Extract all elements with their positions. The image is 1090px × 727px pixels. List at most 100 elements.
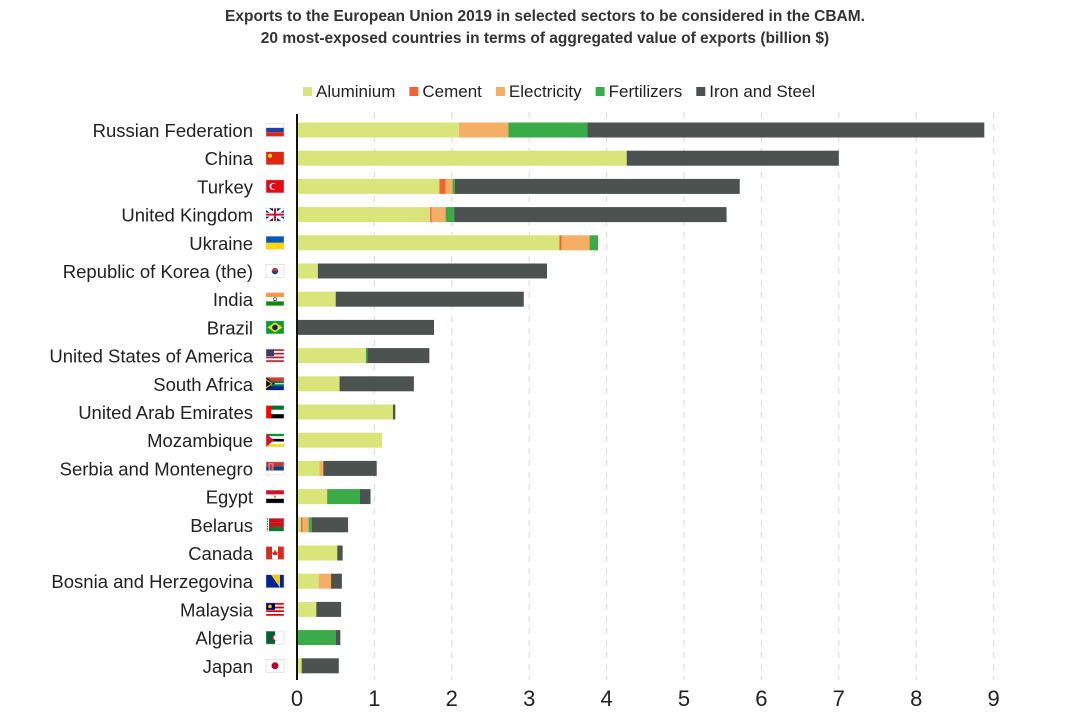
flag-south-korea-icon	[265, 264, 285, 278]
x-tick-label: 0	[291, 686, 303, 711]
bar-segment-iron-and-steel	[359, 489, 371, 505]
flag-border	[265, 236, 285, 250]
bar-segment-fertilizers	[365, 348, 368, 364]
bar-segment-cement	[300, 517, 303, 533]
legend-label: Cement	[422, 82, 482, 101]
bar-segment-aluminium	[297, 235, 560, 251]
flag-stripe	[266, 466, 284, 471]
flag-border	[265, 264, 285, 278]
bar-segment-electricity	[445, 178, 453, 194]
flag-stripe	[266, 610, 284, 613]
legend-label: Iron and Steel	[709, 82, 815, 101]
flag-canada-icon	[265, 546, 285, 560]
legend-label: Aluminium	[316, 82, 395, 101]
flag-stripe	[266, 546, 272, 560]
chart-subtitle: 20 most-exposed countries in terms of ag…	[260, 30, 830, 47]
country-label: Egypt	[206, 487, 253, 508]
flag-south-africa-icon	[265, 377, 285, 391]
bar-segment-aluminium	[297, 489, 328, 505]
bar-segment-fertilizers	[508, 122, 588, 138]
flag-band	[266, 405, 271, 419]
bar-segment-iron-and-steel	[316, 601, 342, 617]
bar-segment-iron-and-steel	[337, 545, 343, 561]
x-tick-label: 2	[446, 686, 458, 711]
flag-japan-icon	[265, 659, 285, 673]
flag-stripe	[266, 433, 284, 437]
bar-segment-electricity	[319, 460, 324, 476]
legend-swatch-cement	[409, 87, 419, 96]
flag-border	[265, 207, 285, 222]
bar-segment-aluminium	[297, 545, 338, 561]
bar-segment-iron-and-steel	[317, 263, 548, 279]
country-label: United States of America	[49, 346, 253, 367]
bar-segment-iron-and-steel	[454, 178, 740, 194]
country-label: Canada	[188, 543, 254, 564]
legend-swatch-electricity	[495, 87, 505, 96]
bar-segment-aluminium	[297, 150, 627, 166]
bar-segment-iron-and-steel	[367, 348, 430, 364]
x-tick-label: 6	[755, 686, 767, 711]
flag-stripe	[266, 127, 284, 133]
flag-stripe	[266, 356, 284, 359]
x-tick-label: 1	[368, 686, 380, 711]
country-label: China	[205, 148, 254, 169]
x-tick-label: 8	[910, 686, 922, 711]
country-label: Algeria	[195, 628, 253, 649]
bar-segment-iron-and-steel	[454, 207, 727, 223]
flag-border	[265, 546, 285, 560]
flag-serbia-montenegro-icon	[265, 461, 285, 476]
flag-canton	[266, 349, 274, 357]
flag-stripe	[275, 631, 284, 645]
flag-stripe	[266, 631, 275, 645]
bar-segment-electricity	[458, 122, 509, 138]
flag-cross	[266, 208, 284, 222]
country-label: Japan	[203, 656, 253, 677]
flag-stripe	[266, 444, 284, 447]
bar-segment-aluminium	[297, 376, 340, 392]
flag-eagle	[273, 495, 277, 498]
country-label: Serbia and Montenegro	[60, 458, 253, 479]
country-label: Ukraine	[189, 233, 253, 254]
flag-stripe	[266, 123, 284, 128]
flag-stripe	[266, 612, 284, 615]
bar-segment-iron-and-steel	[301, 658, 339, 674]
flag-china-icon	[265, 151, 285, 165]
bar-segment-fertilizers	[445, 207, 455, 223]
flag-uae-icon	[265, 405, 285, 419]
flag-stripe	[266, 292, 284, 298]
flag-crescent	[271, 183, 277, 190]
flag-turkey-icon	[265, 179, 285, 194]
flag-border	[265, 433, 285, 447]
bar-segment-electricity	[302, 517, 309, 533]
flag-border	[265, 151, 285, 165]
x-tick-label: 9	[987, 686, 999, 711]
flag-stripe	[266, 297, 284, 302]
flag-mozambique-icon	[265, 433, 285, 447]
flag-wheel	[273, 297, 277, 302]
legend-swatch-aluminium	[303, 87, 312, 96]
country-label: Russian Federation	[93, 120, 253, 141]
legend-swatch-fertilizers	[595, 87, 605, 96]
flag-border	[265, 461, 285, 476]
country-label: South Africa	[153, 374, 253, 395]
bar-segment-aluminium	[297, 517, 301, 533]
flag-stripe	[266, 414, 284, 419]
bar-segment-iron-and-steel	[335, 291, 524, 307]
bar-segment-cement	[439, 178, 446, 194]
flag-border	[265, 574, 285, 588]
flag-usa-icon	[265, 348, 285, 363]
flag-border	[265, 348, 285, 363]
flag-crescent	[268, 604, 272, 609]
flag-stripe	[266, 354, 284, 357]
flag-star	[268, 153, 272, 158]
country-label: Belarus	[190, 515, 253, 536]
bar-segment-aluminium	[297, 291, 336, 307]
flag-stripe	[266, 377, 284, 382]
flag-ukraine-icon	[265, 236, 285, 250]
flag-algeria-icon	[265, 630, 285, 645]
flag-belarus-icon	[265, 518, 285, 532]
flag-border	[265, 602, 285, 617]
flag-stripe	[266, 301, 284, 306]
flag-stripe	[266, 461, 284, 467]
